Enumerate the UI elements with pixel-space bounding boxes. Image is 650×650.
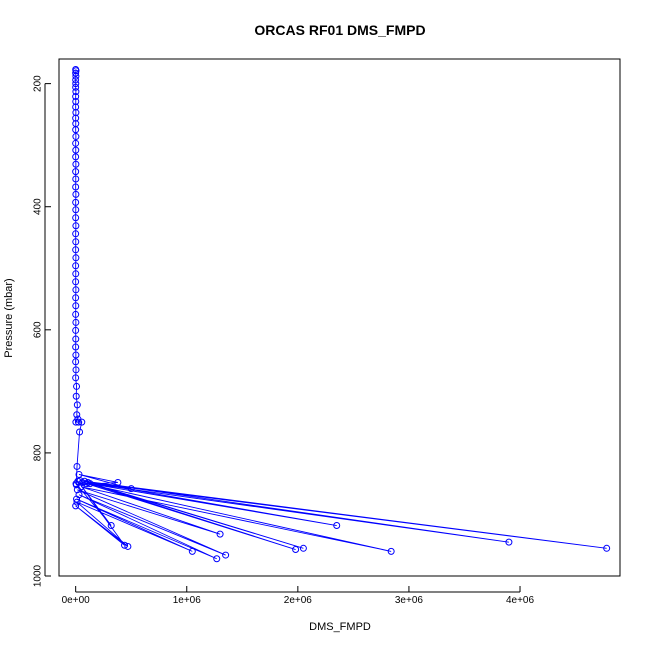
data-point [72,72,80,80]
data-point [121,541,129,549]
data-point [222,551,230,559]
data-point [73,495,81,503]
data-point [72,318,80,326]
data-point [72,502,80,510]
data-point [72,374,80,382]
data-point [72,326,80,334]
chart-title: ORCAS RF01 DMS_FMPD [254,22,425,38]
data-point [292,546,300,554]
data-point [72,206,80,214]
data-point [73,382,81,390]
data-point [72,83,80,91]
data-point [72,358,80,366]
data-point [72,133,80,141]
data-point [72,286,80,294]
data-point [72,222,80,230]
data-point [72,254,80,262]
data-point [72,76,80,84]
x-tick-label: 3e+06 [395,595,424,606]
data-point [72,168,80,176]
data-point [72,302,80,310]
data-point [72,294,80,302]
data-point [73,498,81,506]
data-point [387,547,395,555]
x-axis: 0e+00 1e+06 2e+06 3e+06 4e+06 [62,586,535,606]
data-point [72,160,80,168]
data-point [83,480,91,488]
data-point [72,183,80,191]
data-point [505,538,513,546]
y-axis: 200 400 600 800 1000 [33,75,51,587]
data-point [213,555,221,563]
data-point [72,146,80,154]
x-tick-label: 4e+06 [506,595,535,606]
x-tick-label: 1e+06 [173,595,202,606]
data-point [72,175,80,183]
data-point [72,270,80,278]
data-point [72,392,80,400]
data-point [72,480,80,488]
data-point [72,93,80,101]
data-point [72,238,80,246]
y-tick-label: 200 [33,75,44,92]
data-point [72,278,80,286]
y-tick-label: 400 [33,198,44,215]
y-tick-label: 600 [33,321,44,338]
y-axis-label: Pressure (mbar) [3,278,15,357]
data-point [72,88,80,96]
x-axis-label: DMS_FMPD [309,621,371,633]
x-tick-label: 0e+00 [62,595,91,606]
data-point [72,69,80,77]
y-tick-label: 800 [33,444,44,461]
data-point [107,522,115,530]
data-point [127,485,135,493]
data-point [72,80,80,88]
data-point [72,343,80,351]
x-tick-label: 2e+06 [284,595,313,606]
data-point [603,544,611,552]
data-point [72,246,80,254]
data-point [72,214,80,222]
data-point [124,542,132,550]
data-point [188,547,196,555]
data-point [73,462,81,470]
data-series [72,65,611,563]
y-tick-label: 1000 [33,564,44,587]
data-point [72,335,80,343]
data-point [216,530,224,538]
data-point [76,428,84,436]
data-point [333,522,341,530]
data-point [72,190,80,198]
data-point [114,478,122,486]
data-point [72,262,80,270]
data-point [72,126,80,134]
data-point [78,418,86,426]
data-point [72,230,80,238]
data-point [72,351,80,359]
data-point [72,366,80,374]
data-point [299,544,307,552]
data-point [73,401,81,409]
data-point [74,418,82,426]
data-point [72,310,80,318]
data-point [72,198,80,206]
plot-frame [58,58,621,577]
data-point [72,153,80,161]
data-point [72,139,80,147]
data-point [86,480,94,488]
data-point [73,411,81,419]
